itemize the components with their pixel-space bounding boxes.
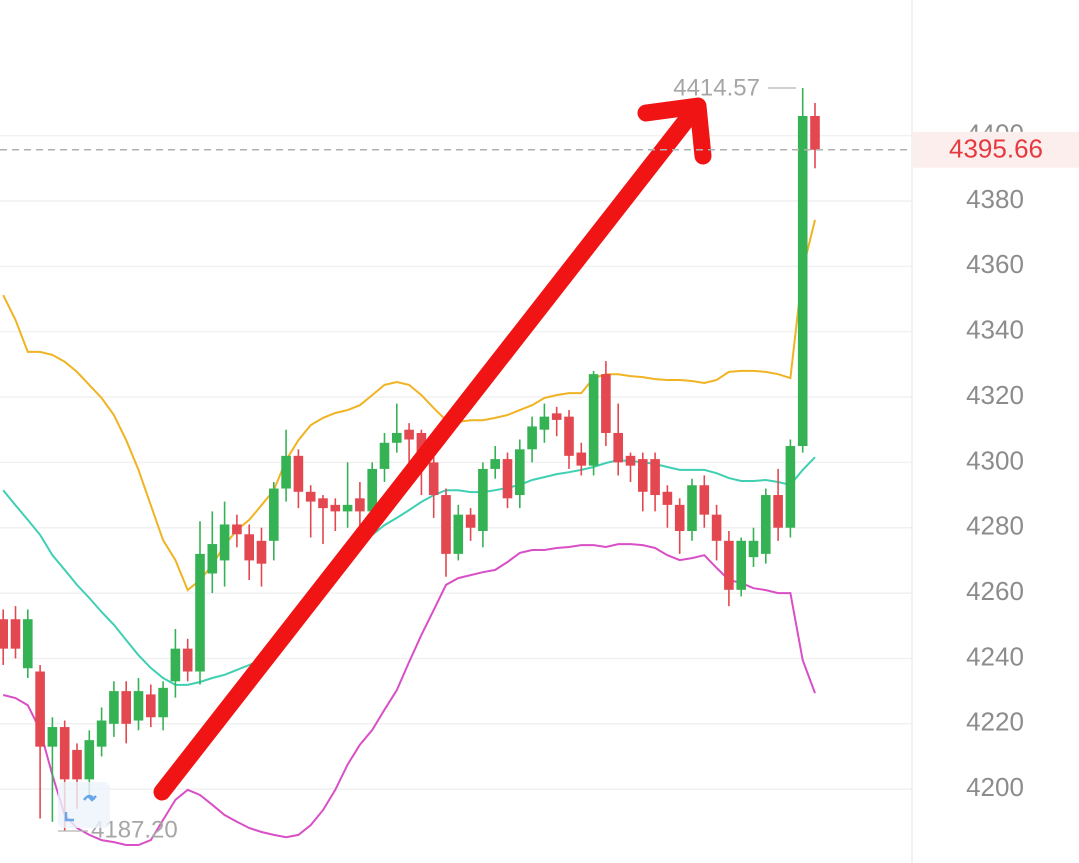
- candle-body: [109, 691, 119, 724]
- candle-body: [404, 429, 414, 440]
- y-tick-label: 4280: [966, 511, 1024, 541]
- candle-body: [379, 442, 390, 469]
- arrow-shaft: [153, 109, 697, 801]
- trend-arrow: [153, 97, 712, 801]
- icon-glyph: [64, 794, 97, 822]
- candle-body: [613, 432, 623, 463]
- y-tick-label: 4380: [966, 184, 1024, 214]
- y-tick-label: 4200: [966, 772, 1024, 802]
- y-tick-label: 4260: [966, 576, 1024, 606]
- candle-body: [638, 459, 648, 492]
- candle-body: [674, 504, 685, 532]
- last-price-box: [913, 131, 1079, 168]
- candle-body: [453, 514, 464, 554]
- candle-body: [748, 540, 759, 558]
- candle-body: [47, 727, 58, 747]
- candle-body: [515, 449, 525, 496]
- candle-body: [576, 452, 587, 466]
- icon-bg: [58, 782, 110, 828]
- candle-body: [711, 514, 722, 541]
- y-tick-label: 4220: [966, 707, 1024, 737]
- candle-body: [121, 691, 131, 724]
- y-tick-label: 4340: [966, 315, 1024, 345]
- candle-body: [256, 540, 267, 564]
- candle-body: [761, 495, 771, 554]
- candle-body: [182, 648, 193, 672]
- candle-body: [281, 455, 291, 489]
- indicator-line: [2, 219, 816, 592]
- candle-body: [699, 485, 710, 515]
- candle-body: [564, 416, 574, 456]
- candle-body: [23, 619, 33, 669]
- y-tick-label: 4320: [966, 380, 1024, 410]
- candle-body: [490, 459, 500, 469]
- candle-body: [502, 459, 513, 499]
- candle-body: [392, 432, 402, 443]
- candle-body: [330, 504, 341, 512]
- candle-body: [797, 116, 808, 447]
- arrow-head: [637, 97, 712, 165]
- candle-body: [96, 720, 107, 747]
- indicator-line: [2, 543, 816, 846]
- candle-body: [650, 459, 660, 496]
- candle-body: [207, 544, 218, 574]
- candle-body: [527, 426, 537, 450]
- candle-body: [244, 534, 254, 561]
- corner-icon: [58, 782, 110, 828]
- candle-body: [687, 485, 697, 532]
- candle-body: [355, 498, 365, 512]
- indicator-line: [2, 456, 816, 686]
- candle-body: [10, 619, 21, 649]
- candle-body: [785, 446, 796, 528]
- candle-body: [428, 462, 439, 496]
- candle-body: [59, 727, 70, 780]
- candle-body: [810, 116, 820, 150]
- last-price-label: 4395.66: [949, 134, 1043, 164]
- candle-body: [84, 740, 95, 780]
- candle-body: [305, 491, 316, 502]
- candle-body: [146, 694, 156, 718]
- candle-body: [195, 553, 205, 672]
- candle-body: [232, 524, 242, 535]
- candle-body: [0, 619, 9, 649]
- candle-body: [293, 455, 304, 492]
- candle-body: [773, 495, 783, 528]
- candles: [0, 87, 820, 831]
- candle-body: [724, 540, 734, 590]
- candle-body: [662, 491, 673, 505]
- candle-body: [170, 648, 181, 682]
- y-tick-label: 4240: [966, 641, 1024, 671]
- candle-body: [269, 488, 279, 541]
- y-tick-label: 4360: [966, 249, 1024, 279]
- candle-body: [367, 468, 377, 512]
- indicator-lines: [2, 219, 816, 846]
- candle-body: [441, 495, 451, 554]
- candle-body: [318, 498, 328, 509]
- candle-body: [342, 504, 353, 512]
- candle-body: [736, 540, 746, 590]
- labels: 4200 4220 4240 4260 4280 4300 4320 4340 4360 4380…: [0, 74, 1079, 843]
- candle-body: [465, 514, 476, 528]
- candle-body: [219, 524, 230, 561]
- candle-body: [551, 413, 562, 420]
- candle-body: [133, 691, 144, 721]
- candle-body: [158, 687, 168, 718]
- candle-body: [588, 374, 599, 466]
- y-tick-label: 4300: [966, 445, 1024, 475]
- candle-body: [601, 374, 611, 433]
- high-label: 4414.57: [673, 74, 760, 101]
- candle-body: [35, 671, 45, 747]
- candle-body: [478, 468, 488, 532]
- candle-body: [539, 416, 550, 430]
- candle-body: [72, 749, 82, 780]
- candle-body: [625, 455, 636, 466]
